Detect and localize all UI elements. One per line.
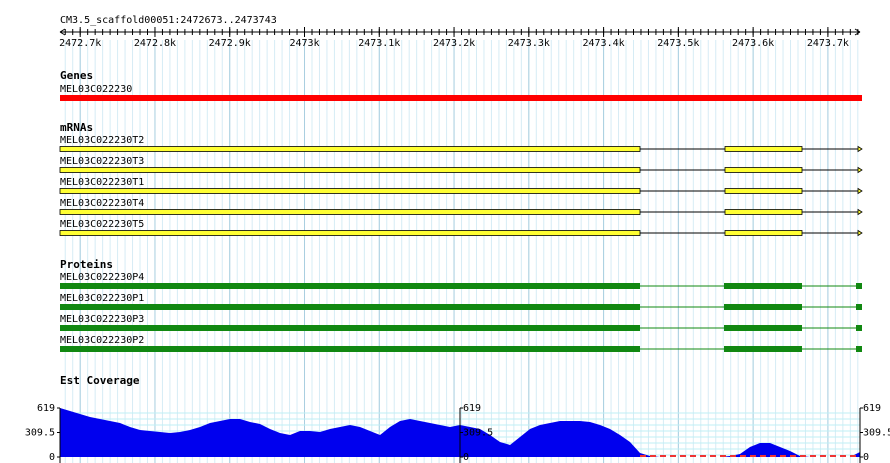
ruler-arrows: [59, 28, 861, 36]
protein-segment: [856, 304, 862, 310]
exon: [59, 209, 641, 215]
protein-segment: [856, 346, 862, 352]
feature-label: MEL03C022230: [60, 84, 132, 95]
exon-end: [857, 145, 863, 153]
coverage-tick-label: 619: [463, 403, 481, 414]
grid: [64, 40, 859, 463]
region-title: CM3.5_scaffold00051:2472673..2473743: [60, 15, 277, 26]
track-label: Proteins: [60, 258, 113, 271]
protein-segment: [856, 325, 862, 331]
coverage-tick-label: 309.5: [863, 428, 890, 439]
track-label: Est Coverage: [60, 374, 140, 387]
feature-label: MEL03C022230T2: [60, 135, 144, 146]
ruler-label: 2472.9k: [209, 38, 251, 49]
protein-segment: [724, 325, 802, 331]
coverage-tick-label: 0: [49, 452, 55, 463]
exon-end: [857, 187, 863, 195]
ruler-label: 2473.7k: [807, 38, 849, 49]
exon-end: [857, 229, 863, 237]
ruler-label: 2472.7k: [59, 38, 101, 49]
coverage-tick-label: 309.5: [25, 428, 55, 439]
protein-segment: [856, 283, 862, 289]
ruler-label: 2473.3k: [508, 38, 550, 49]
ruler-label: 2473.4k: [583, 38, 625, 49]
feature-label: MEL03C022230T1: [60, 177, 144, 188]
exon: [724, 209, 803, 215]
feature-label: MEL03C022230T5: [60, 219, 144, 230]
feature-label: MEL03C022230P4: [60, 272, 144, 283]
exon-end: [857, 166, 863, 174]
ruler-label: 2473.6k: [732, 38, 774, 49]
coverage-tick-label: 0: [463, 452, 469, 463]
coverage-tick-label: 0: [863, 452, 869, 463]
ruler-label: 2473.5k: [657, 38, 699, 49]
ruler-label: 2473.2k: [433, 38, 475, 49]
protein-segment: [60, 304, 640, 310]
exon: [59, 230, 641, 236]
exon: [59, 167, 641, 173]
coverage-tick-label: 619: [863, 403, 881, 414]
ruler-label: 2472.8k: [134, 38, 176, 49]
coverage-tick-label: 309.5: [463, 428, 493, 439]
protein-segment: [60, 346, 640, 352]
protein-segment: [60, 325, 640, 331]
track-label: Genes: [60, 69, 93, 82]
protein-segment: [60, 283, 640, 289]
ruler-label: 2473.1k: [358, 38, 400, 49]
feature-label: MEL03C022230P3: [60, 314, 144, 325]
exon: [724, 167, 803, 173]
exon: [724, 146, 803, 152]
tracks: MEL03C022230 MEL03C022230T2 MEL03C022230T3…: [25, 84, 890, 463]
protein-segment: [724, 346, 802, 352]
feature-label: MEL03C022230T3: [60, 156, 144, 167]
feature-label: MEL03C022230T4: [60, 198, 144, 209]
exon-end: [857, 208, 863, 216]
exon: [59, 146, 641, 152]
track-label: mRNAs: [60, 121, 93, 134]
feature-label: MEL03C022230P2: [60, 335, 144, 346]
ruler-label: 2473k: [289, 38, 319, 49]
gene-bar: [60, 95, 862, 101]
exon: [59, 188, 641, 194]
exon: [724, 188, 803, 194]
protein-segment: [724, 283, 802, 289]
exon: [724, 230, 803, 236]
protein-segment: [724, 304, 802, 310]
feature-label: MEL03C022230P1: [60, 293, 144, 304]
coverage-tick-label: 619: [37, 403, 55, 414]
